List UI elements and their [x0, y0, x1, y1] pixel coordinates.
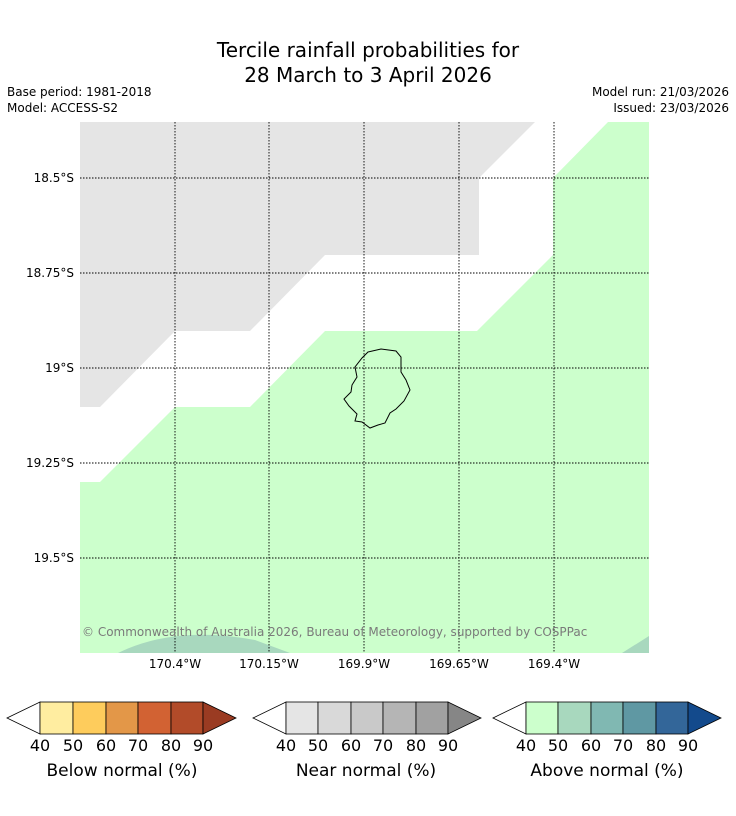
colorbar-tick: 80 — [645, 736, 667, 755]
lat-label: 19.5°S — [33, 551, 74, 565]
colorbar-swatch — [525, 701, 559, 735]
issued-date: Issued: 23/03/2026 — [613, 101, 729, 115]
island-coastline — [343, 348, 411, 429]
colorbar-tick: 60 — [340, 736, 362, 755]
lon-label: 170.4°W — [148, 657, 202, 671]
colorbar-tick: 40 — [29, 736, 51, 755]
lon-label: 170.15°W — [239, 657, 299, 671]
colorbar-swatch — [350, 701, 384, 735]
lat-label: 18.75°S — [26, 266, 74, 280]
colorbar-tick: 80 — [405, 736, 427, 755]
copyright-notice: © Commonwealth of Australia 2026, Bureau… — [82, 625, 588, 639]
colorbar-swatch — [105, 701, 139, 735]
lat-label: 18.5°S — [33, 171, 74, 185]
colorbar-tick: 40 — [275, 736, 297, 755]
colorbar-tick: 40 — [515, 736, 537, 755]
colorbar-above-normal — [492, 701, 722, 735]
colorbar-title-near: Near normal (%) — [295, 761, 437, 781]
colorbar-under-arrow — [252, 701, 287, 735]
above-normal-region — [80, 122, 649, 653]
colorbar-swatch — [170, 701, 204, 735]
colorbar-near-normal — [252, 701, 482, 735]
gridlines — [80, 122, 649, 653]
colorbar-under-arrow — [6, 701, 41, 735]
title-line-1: Tercile rainfall probabilities for — [216, 38, 520, 62]
lat-label: 19°S — [45, 361, 74, 375]
above-normal-50-patch-south — [118, 634, 290, 653]
colorbar-swatch — [285, 701, 319, 735]
colorbar-tick: 50 — [62, 736, 84, 755]
colorbar-tick: 80 — [160, 736, 182, 755]
meta-right: Model run: 21/03/2026 Issued: 23/03/2026 — [592, 84, 729, 116]
title-line-2: 28 March to 3 April 2026 — [244, 63, 492, 87]
colorbar-tick: 70 — [612, 736, 634, 755]
colorbar-swatch — [72, 701, 107, 735]
colorbar-tick: 90 — [437, 736, 459, 755]
colorbar-swatch — [415, 701, 449, 735]
map-area — [80, 122, 649, 653]
colorbar-swatch — [137, 701, 172, 735]
near-normal-region — [80, 122, 535, 407]
colorbar-title-below: Below normal (%) — [46, 761, 198, 781]
colorbar-swatch — [590, 701, 624, 735]
colorbar-swatch — [655, 701, 689, 735]
colorbar-over-arrow — [202, 701, 237, 735]
lat-label: 19.25°S — [26, 456, 74, 470]
lon-label: 169.65°W — [429, 657, 489, 671]
colorbar-below-normal — [6, 701, 237, 735]
colorbar-tick: 90 — [677, 736, 699, 755]
lon-label: 169.4°W — [527, 657, 581, 671]
colorbar-tick: 60 — [95, 736, 117, 755]
colorbar-tick: 90 — [192, 736, 214, 755]
colorbar-swatch — [39, 701, 74, 735]
above-normal-50-patch-east — [622, 636, 649, 653]
map-title: Tercile rainfall probabilities for 28 Ma… — [0, 38, 736, 88]
colorbar-over-arrow — [447, 701, 482, 735]
colorbar-tick: 70 — [372, 736, 394, 755]
colorbar-tick: 60 — [580, 736, 602, 755]
colorbar-tick: 50 — [547, 736, 569, 755]
colorbar-swatch — [317, 701, 352, 735]
colorbar-swatch — [557, 701, 592, 735]
colorbar-under-arrow — [492, 701, 527, 735]
base-period: Base period: 1981-2018 — [7, 85, 152, 99]
colorbar-title-above: Above normal (%) — [530, 761, 684, 781]
colorbar-swatch — [382, 701, 417, 735]
colorbar-swatch — [622, 701, 657, 735]
colorbar-tick: 70 — [127, 736, 149, 755]
meta-left: Base period: 1981-2018 Model: ACCESS-S2 — [7, 84, 152, 116]
model-name: Model: ACCESS-S2 — [7, 101, 119, 115]
lon-label: 169.9°W — [337, 657, 391, 671]
colorbar-over-arrow — [687, 701, 722, 735]
model-run: Model run: 21/03/2026 — [591, 85, 729, 99]
colorbar-tick: 50 — [307, 736, 329, 755]
